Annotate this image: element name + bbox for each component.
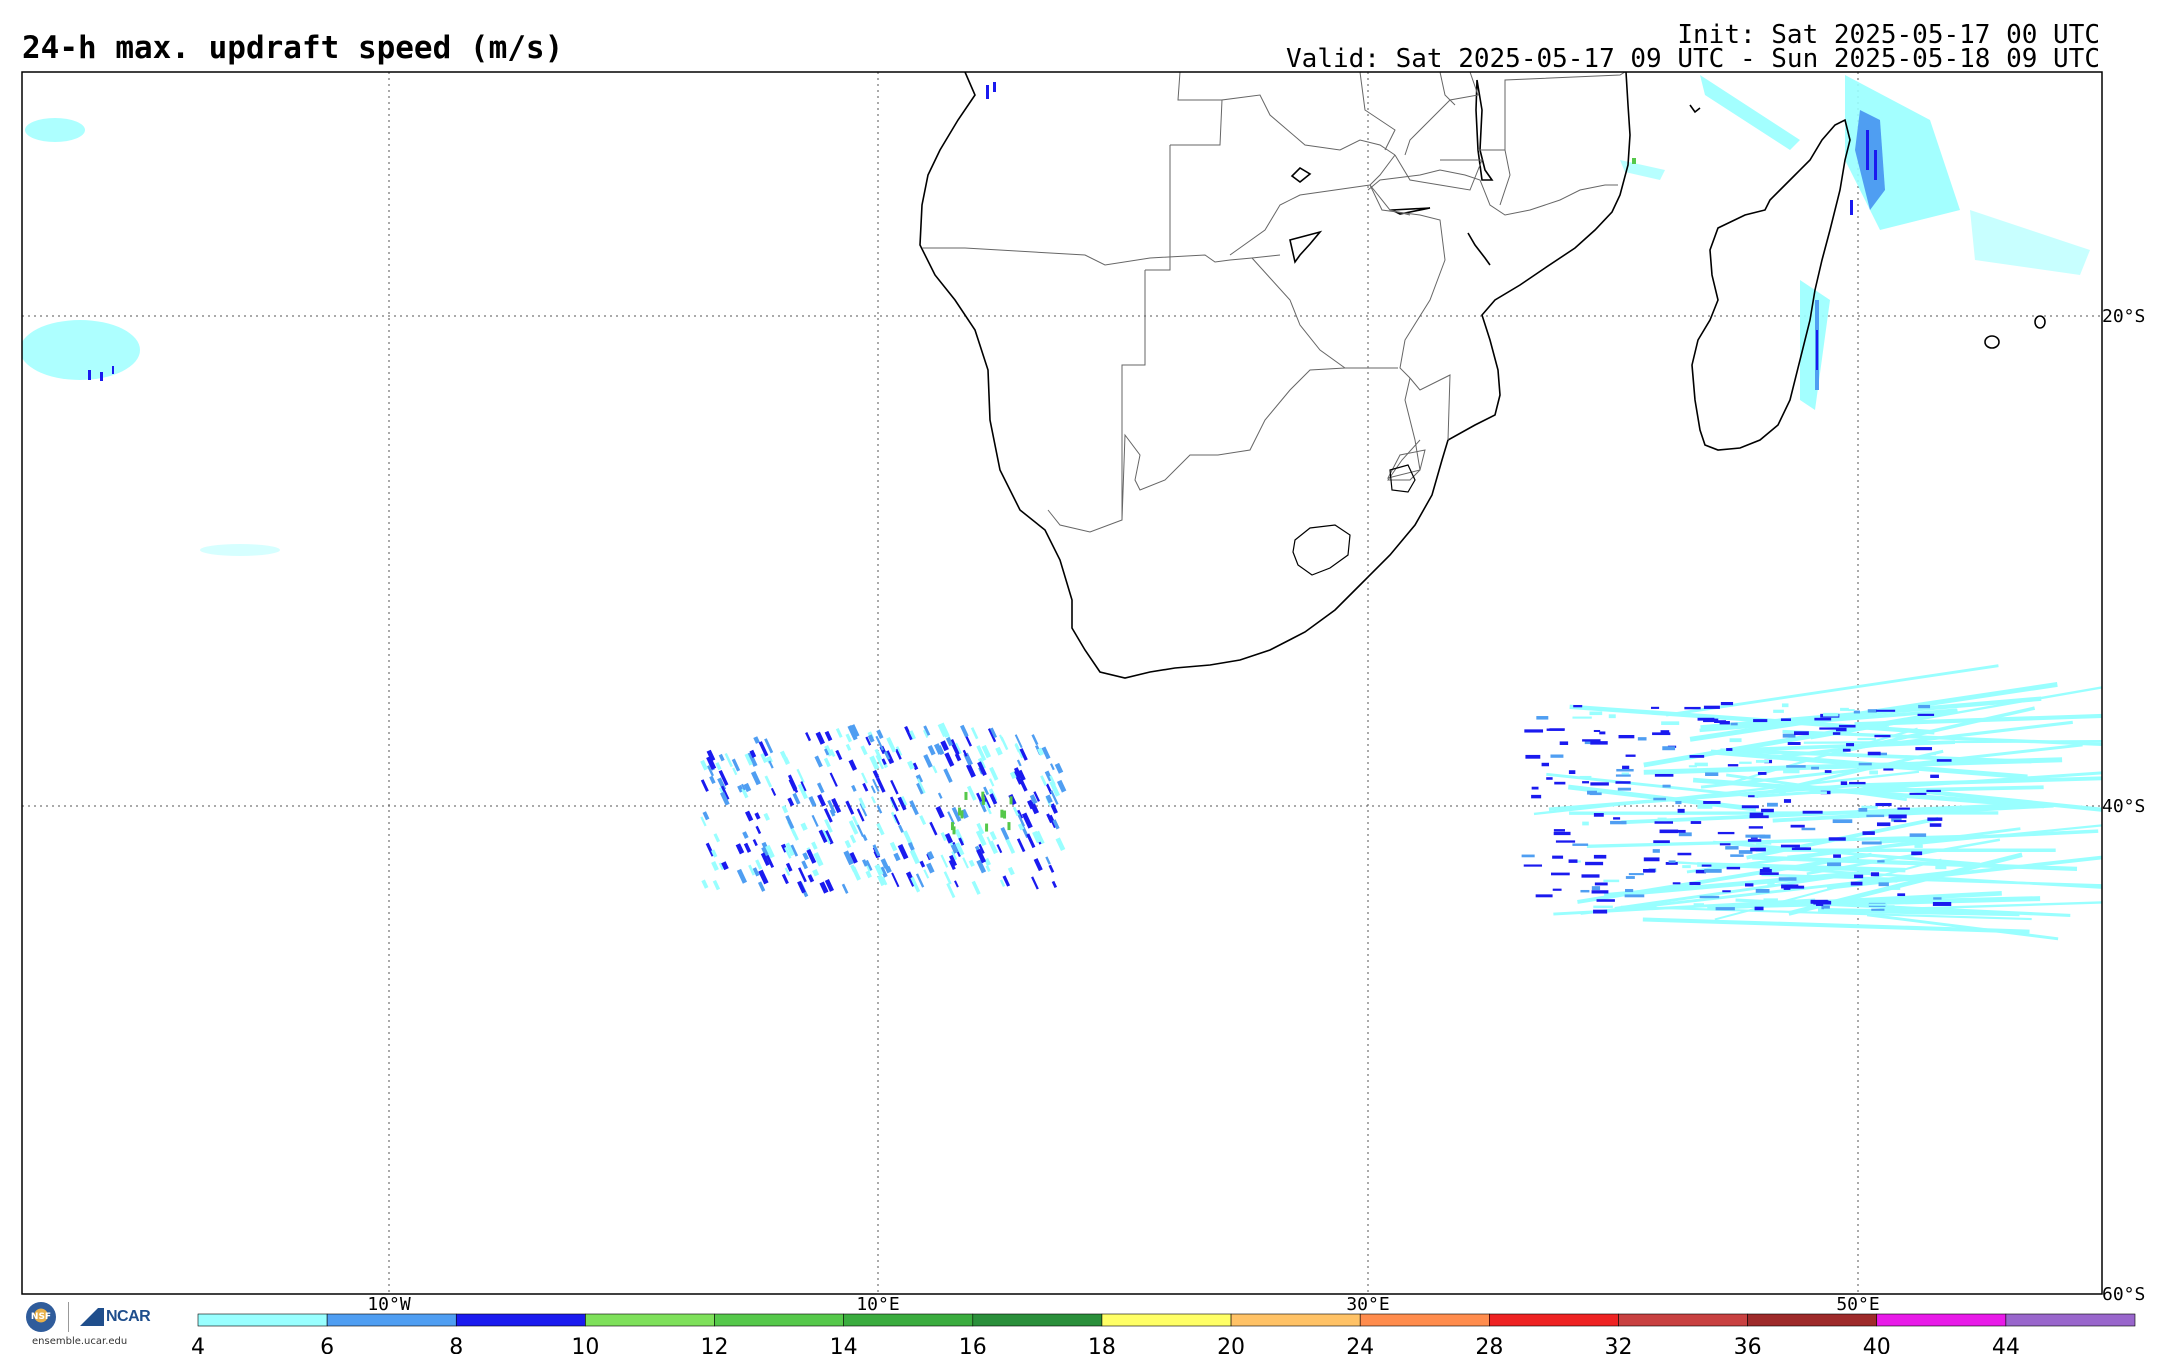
colorbar-tick-label: 32 xyxy=(1604,1335,1632,1354)
lon-label-30e: 30°E xyxy=(1346,1294,1389,1315)
ncar-logo-text: NCAR xyxy=(106,1308,151,1325)
colorbar-swatch xyxy=(2005,1313,2136,1327)
lon-label-10e: 10°E xyxy=(856,1294,899,1315)
colorbar-swatch xyxy=(1489,1313,1619,1327)
colorbar-swatch xyxy=(455,1313,586,1327)
colorbar-swatch xyxy=(1101,1313,1232,1327)
updraft-shading xyxy=(22,75,2102,941)
colorbar-swatch xyxy=(1359,1313,1490,1327)
colorbar: 4 6 8 10 12 14 16 18 20 24 28 32 36 40 44 xyxy=(191,1313,2136,1354)
logos: NSF NCAR ensemble.ucar.edu xyxy=(24,1300,174,1350)
nsf-logo: NSF xyxy=(26,1302,56,1332)
colorbar-tick-label: 28 xyxy=(1475,1335,1503,1354)
colorbar-swatch xyxy=(197,1313,328,1327)
colorbar-swatch xyxy=(714,1313,844,1327)
init-time: Init: Sat 2025-05-17 00 UTC xyxy=(1677,20,2100,50)
colorbar-swatch xyxy=(1876,1313,2007,1327)
colorbar-tick-label: 14 xyxy=(830,1335,858,1354)
graticule xyxy=(22,72,2102,1294)
ncar-logo: NCAR xyxy=(78,1304,151,1330)
colorbar-tick-label: 12 xyxy=(701,1335,729,1354)
colorbar-tick-label: 18 xyxy=(1088,1335,1116,1354)
chart-title: 24-h max. updraft speed (m/s) xyxy=(22,30,564,66)
lon-label-50e: 50°E xyxy=(1836,1294,1879,1315)
site-url: ensemble.ucar.edu xyxy=(32,1336,128,1347)
lat-label-60s: 60°S xyxy=(2102,1284,2145,1305)
colorbar-tick-label: 16 xyxy=(959,1335,987,1354)
colorbar-tick-label: 4 xyxy=(191,1335,205,1354)
colorbar-swatch xyxy=(1618,1313,1748,1327)
colorbar-tick-label: 8 xyxy=(449,1335,463,1354)
lon-label-10w: 10°W xyxy=(367,1294,411,1315)
colorbar-tick-label: 20 xyxy=(1217,1335,1245,1354)
coastlines xyxy=(919,72,2046,679)
colorbar-swatch xyxy=(972,1313,1103,1327)
lat-label-20s: 20°S xyxy=(2102,306,2145,327)
valid-time: Valid: Sat 2025-05-17 09 UTC - Sun 2025-… xyxy=(1286,44,2100,74)
colorbar-tick-label: 44 xyxy=(1992,1335,2020,1354)
colorbar-swatch xyxy=(1747,1313,1878,1327)
colorbar-tick-label: 24 xyxy=(1346,1335,1374,1354)
ncar-mark-icon xyxy=(78,1308,104,1326)
colorbar-tick-label: 6 xyxy=(320,1335,334,1354)
lat-label-40s: 40°S xyxy=(2102,796,2145,817)
colorbar-swatch xyxy=(326,1313,457,1327)
colorbar-tick-label: 40 xyxy=(1863,1335,1891,1354)
map-frame xyxy=(21,71,2103,1295)
colorbar-tick-label: 10 xyxy=(571,1335,599,1354)
colorbar-tick-label: 36 xyxy=(1734,1335,1762,1354)
country-borders xyxy=(922,72,1626,533)
logo-divider xyxy=(68,1302,69,1332)
colorbar-swatch xyxy=(585,1313,715,1327)
colorbar-swatch xyxy=(1230,1313,1361,1327)
colorbar-swatch xyxy=(843,1313,974,1327)
